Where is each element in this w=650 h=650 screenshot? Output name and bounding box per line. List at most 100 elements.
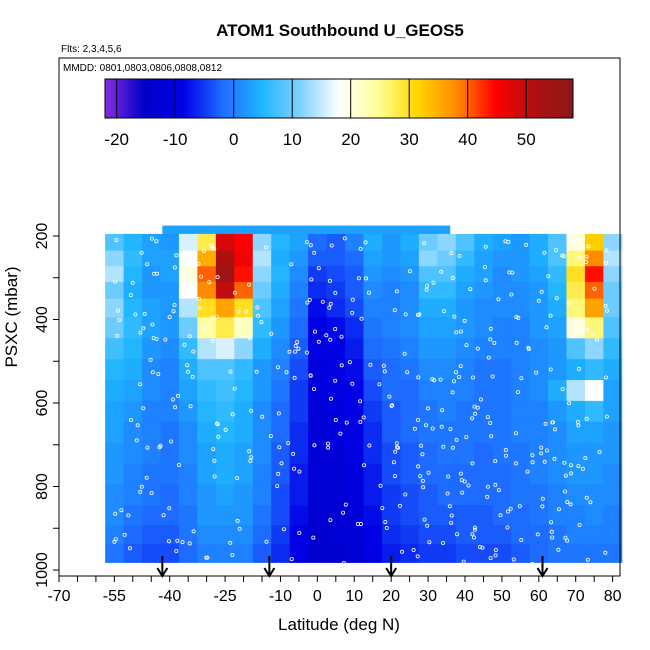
- colorbar-segment: [523, 79, 527, 118]
- heatmap-cell: [548, 543, 567, 563]
- observation-point: [201, 327, 206, 332]
- observation-point: [358, 246, 363, 251]
- heatmap-cell: [603, 463, 623, 485]
- observation-point: [362, 463, 367, 468]
- heatmap-cell: [566, 525, 586, 545]
- observation-point: [361, 415, 366, 420]
- heatmap-cell: [529, 380, 549, 402]
- observation-point: [571, 239, 576, 244]
- colorbar-segment: [476, 79, 480, 118]
- heatmap-cell: [492, 400, 512, 423]
- colorbar-segment: [295, 79, 299, 118]
- heatmap-cell: [363, 266, 383, 283]
- heatmap-cell: [252, 505, 272, 526]
- heatmap-cell: [252, 359, 272, 381]
- observation-point: [276, 471, 281, 476]
- heatmap-cell: [234, 421, 254, 444]
- chart-title: ATOM1 Southbound U_GEOS5: [216, 21, 464, 40]
- observation-point: [526, 346, 531, 351]
- colorbar-segment: [119, 79, 124, 118]
- heatmap-cell: [271, 543, 291, 563]
- observation-point: [308, 373, 313, 378]
- observation-point: [458, 329, 463, 334]
- heatmap-cell: [418, 359, 438, 381]
- observation-point: [328, 396, 333, 401]
- observation-point: [482, 265, 487, 270]
- heatmap-cell: [418, 442, 438, 464]
- observation-point: [296, 346, 301, 351]
- observation-point: [580, 466, 585, 471]
- observation-point: [277, 445, 282, 450]
- heatmap-cell: [178, 233, 198, 252]
- heatmap-cell: [215, 543, 235, 563]
- colorbar-segment: [529, 79, 533, 118]
- observation-point: [196, 261, 201, 266]
- heatmap-cell: [603, 359, 623, 381]
- heatmap-cell: [400, 250, 420, 267]
- heatmap-cell: [381, 380, 401, 402]
- colorbar-segment: [377, 79, 381, 118]
- heatmap-cell: [381, 359, 401, 381]
- observation-point: [493, 458, 498, 463]
- x-tick-label: 0: [313, 588, 322, 605]
- observation-point: [338, 431, 343, 436]
- heatmap-cell: [363, 317, 383, 339]
- observation-point: [584, 416, 589, 421]
- heatmap-cell: [271, 380, 291, 402]
- heatmap-cell: [326, 421, 346, 444]
- heatmap-cell: [400, 281, 420, 300]
- heatmap-cell: [160, 380, 180, 402]
- observation-point: [115, 333, 120, 338]
- observation-point: [305, 300, 310, 305]
- observation-point: [249, 455, 254, 460]
- observation-point: [478, 397, 483, 402]
- heatmap-cell: [215, 233, 235, 252]
- colorbar-segment: [496, 79, 501, 118]
- heatmap-cell: [234, 298, 254, 318]
- observation-point: [230, 553, 235, 558]
- observation-point: [411, 548, 416, 553]
- colorbar-segment: [494, 79, 498, 118]
- colorbar-segment: [491, 79, 495, 118]
- observation-point: [552, 456, 557, 461]
- heatmap-cell: [308, 317, 327, 339]
- colorbar-segment: [236, 79, 241, 118]
- heatmap-cell: [345, 233, 364, 252]
- plot-frame: [58, 57, 621, 577]
- observation-point: [449, 251, 454, 256]
- heatmap-cell: [234, 266, 254, 283]
- colorbar-segment: [520, 79, 524, 118]
- heatmap-cell: [548, 233, 567, 252]
- observation-point: [439, 424, 444, 429]
- observation-point: [185, 363, 190, 368]
- observation-point: [347, 360, 352, 365]
- heatmap-cell: [271, 317, 291, 339]
- observation-point: [286, 441, 291, 446]
- observation-point: [309, 277, 314, 282]
- heatmap-cell: [345, 442, 364, 464]
- heatmap-cell: [142, 543, 161, 563]
- x-tick-label: -70: [47, 588, 70, 605]
- heatmap-cell: [492, 338, 512, 360]
- observation-point: [426, 406, 431, 411]
- colorbar-segment: [107, 79, 112, 118]
- observation-point: [350, 297, 355, 302]
- heatmap-cell: [105, 463, 124, 485]
- heatmap-cell: [234, 400, 254, 423]
- heatmap-cell: [123, 317, 143, 339]
- heatmap-cell: [160, 463, 180, 485]
- heatmap-cell: [474, 266, 494, 283]
- heatmap-cell: [511, 250, 530, 267]
- observation-point: [569, 471, 574, 476]
- observation-point: [514, 340, 519, 345]
- colorbar-segment: [292, 79, 296, 118]
- observation-point: [191, 349, 196, 354]
- y-tick-label: 1000: [34, 552, 51, 588]
- observation-point: [212, 246, 217, 251]
- heatmap-cell: [511, 463, 530, 485]
- observation-point: [566, 301, 571, 306]
- heatmap-cell: [363, 359, 383, 381]
- colorbar-segment: [341, 79, 346, 118]
- colorbar-segment: [140, 79, 144, 118]
- heatmap-cell: [511, 298, 530, 318]
